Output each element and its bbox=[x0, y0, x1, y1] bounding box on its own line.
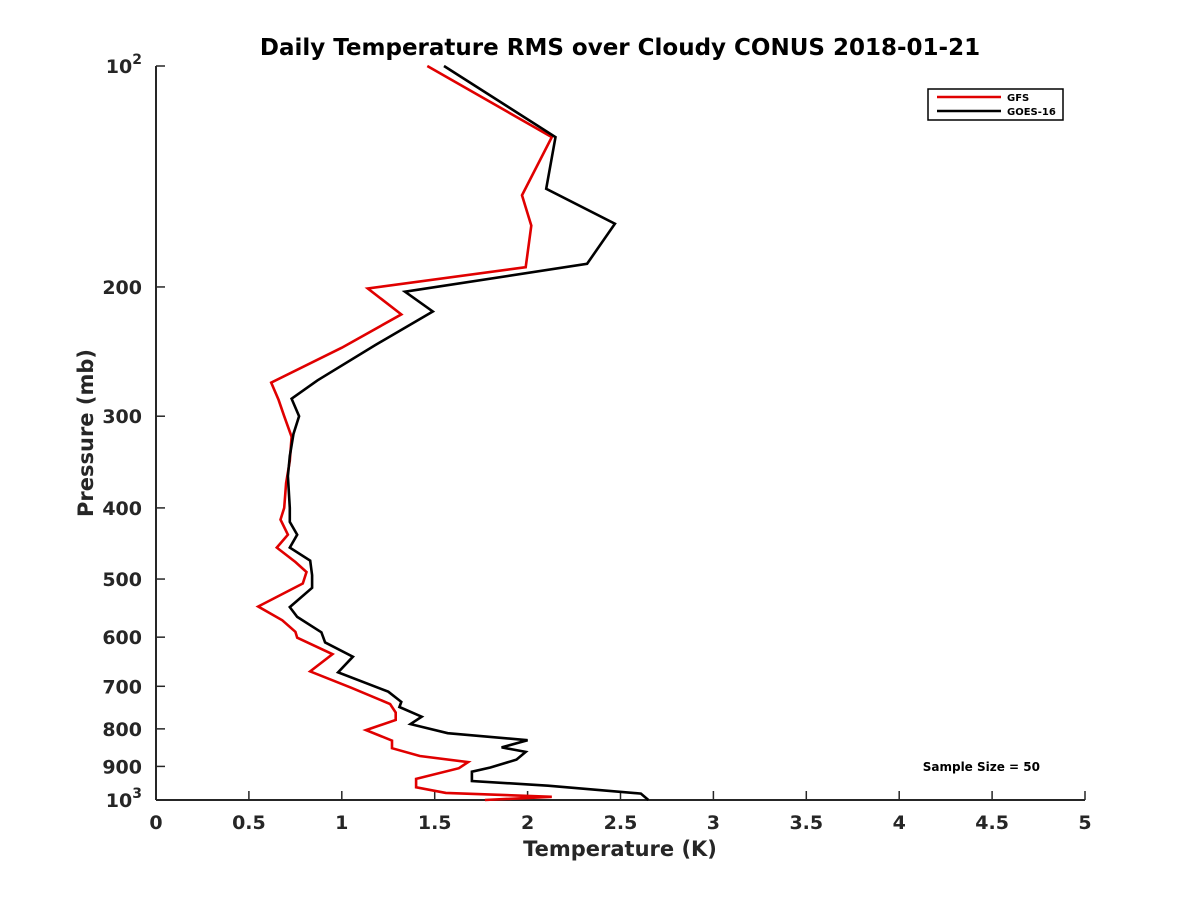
y-tick-label: 900 bbox=[102, 756, 142, 778]
y-tick-label: 600 bbox=[102, 627, 142, 649]
x-tick-label: 4 bbox=[893, 812, 906, 834]
legend: GFS GOES-16 bbox=[927, 88, 1064, 121]
legend-label-gfs: GFS bbox=[1007, 93, 1029, 104]
plot-area bbox=[255, 64, 650, 802]
y-tick-label: 500 bbox=[102, 569, 142, 591]
series-line-goes-16 bbox=[286, 64, 650, 801]
x-tick-label: 2 bbox=[521, 812, 534, 834]
x-tick-label: 5 bbox=[1078, 812, 1091, 834]
x-tick-label: 4.5 bbox=[975, 812, 1009, 834]
x-tick-label: 1 bbox=[335, 812, 348, 834]
y-tick-label: 800 bbox=[102, 719, 142, 741]
series-line-gfs bbox=[255, 64, 554, 802]
x-axis-title: Temperature (K) bbox=[523, 837, 717, 861]
y-tick-label: 700 bbox=[102, 676, 142, 698]
chart-title: Daily Temperature RMS over Cloudy CONUS … bbox=[260, 35, 980, 61]
axes: 0 0.5 1 1.5 2 2.5 3 3.5 4 4.5 5 102 200 300 400 500 600 7… bbox=[102, 52, 1091, 834]
y-tick-label: 200 bbox=[102, 277, 142, 299]
y-tick-label: 103 bbox=[106, 786, 142, 812]
sample-size-annotation: Sample Size = 50 bbox=[923, 760, 1040, 774]
y-tick-label: 102 bbox=[106, 52, 142, 78]
x-tick-label: 1.5 bbox=[418, 812, 452, 834]
x-tick-label: 3.5 bbox=[789, 812, 823, 834]
legend-label-goes-16: GOES-16 bbox=[1007, 107, 1056, 118]
x-tick-label: 0 bbox=[149, 812, 162, 834]
x-tick-label: 0.5 bbox=[232, 812, 266, 834]
y-tick-label: 400 bbox=[102, 498, 142, 520]
x-tick-label: 3 bbox=[707, 812, 720, 834]
y-axis-title: Pressure (mb) bbox=[74, 349, 98, 517]
y-tick-label: 300 bbox=[102, 406, 142, 428]
legend-box bbox=[927, 88, 1064, 121]
x-tick-label: 2.5 bbox=[604, 812, 638, 834]
